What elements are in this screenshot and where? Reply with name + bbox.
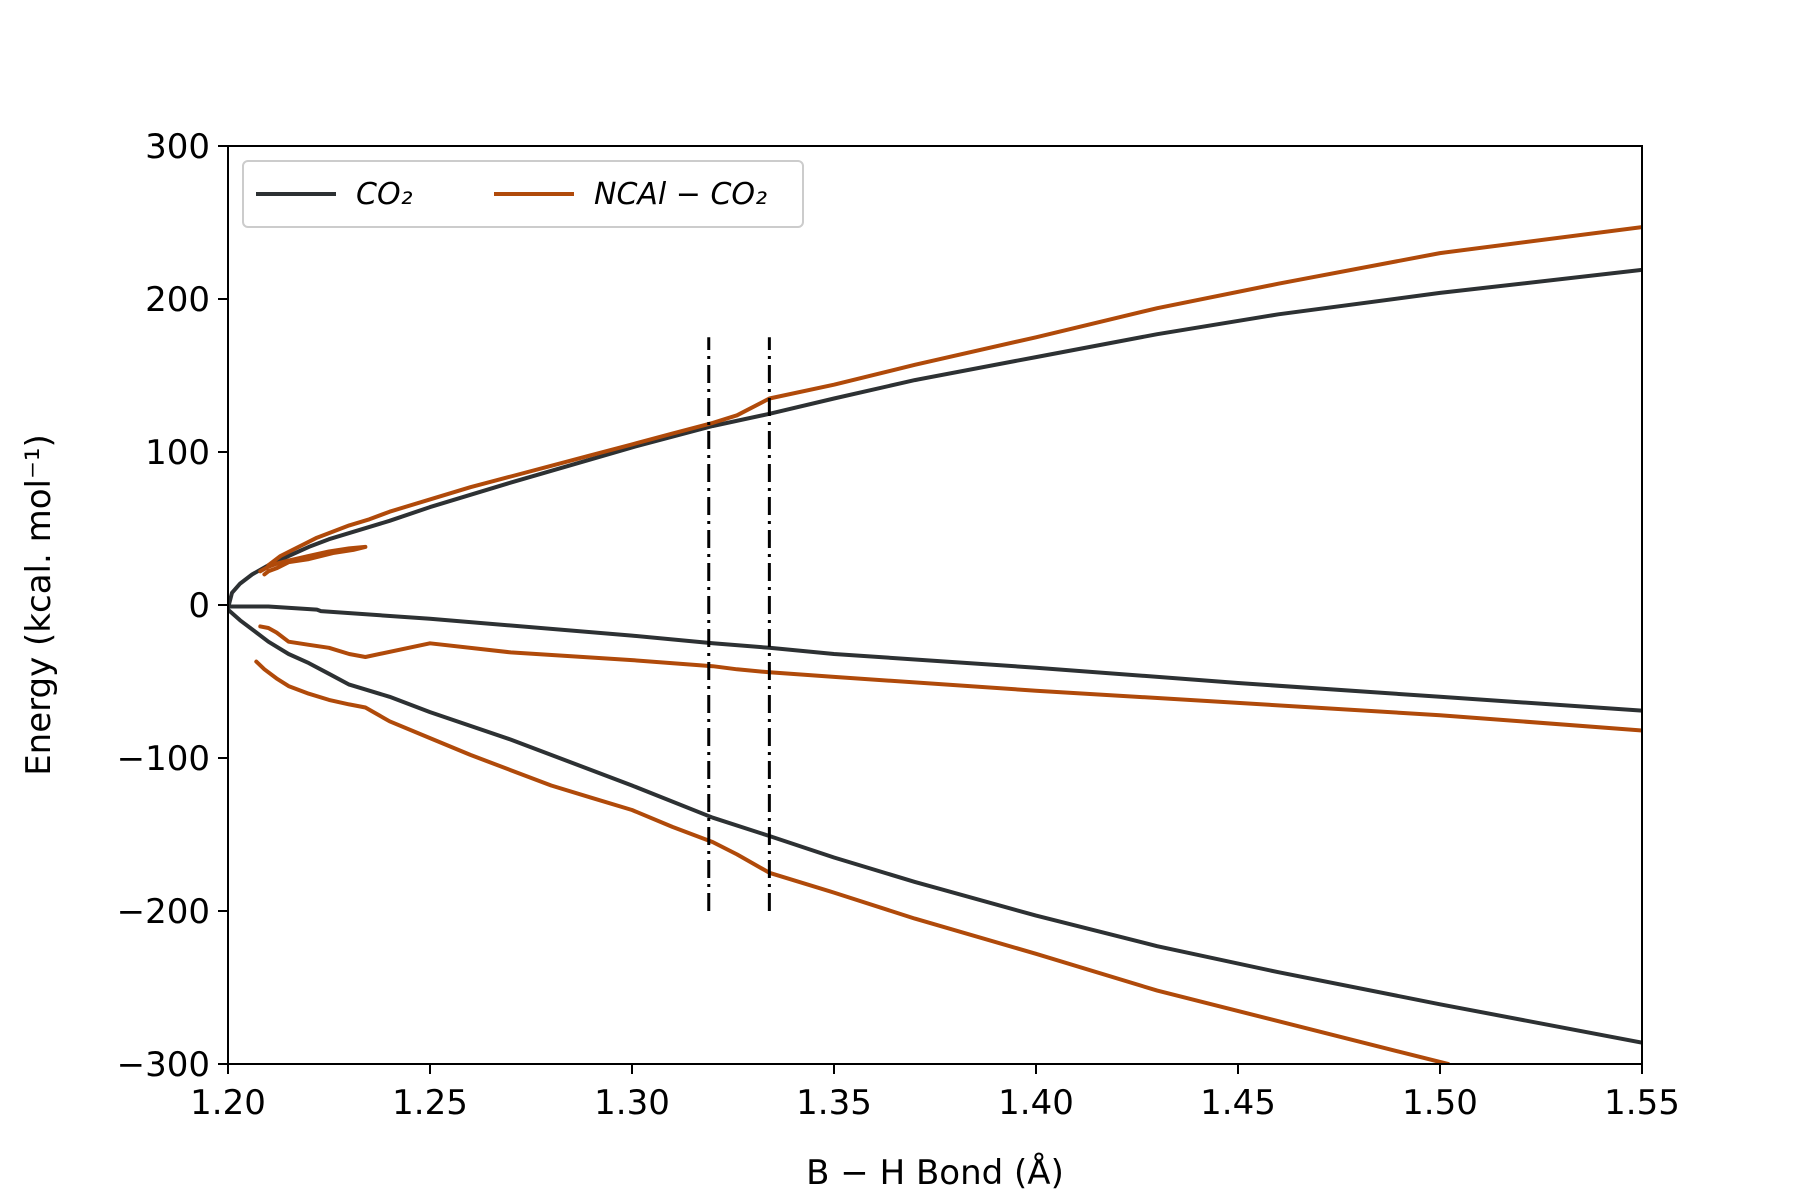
x-axis: 1.20 1.25 1.30 1.35 1.40 1.45 1.50 1.55 [190,1064,1680,1123]
series-line-ncal-branch-1 [258,544,368,577]
legend: CO₂ NCAl − CO₂ [242,160,804,228]
series-line-ncal-branch-3 [258,624,1642,733]
y-tick-label: 200 [145,280,210,320]
y-tick-label: 100 [145,433,210,473]
legend-label-ncal-co2: NCAl − CO₂ [594,177,767,212]
y-tick-label: 0 [188,586,210,626]
series-layer [228,225,1642,1064]
y-axis: 300 200 100 0 −100 −200 −300 [117,127,228,1085]
series-line-ncal-branch-2 [266,225,1642,568]
y-tick-label: 300 [145,127,210,167]
series-line-ncal-branch-4 [254,659,1451,1064]
x-axis-label: B − H Bond (Å) [806,1152,1064,1193]
x-tick-label: 1.55 [1604,1083,1680,1123]
x-tick-label: 1.50 [1402,1083,1478,1123]
series-line-co2-branch-3 [228,607,1642,1045]
x-tick-label: 1.45 [1200,1083,1276,1123]
reference-layer [707,337,771,911]
series-line-co2-branch-1 [228,267,1642,611]
y-tick-label: −100 [117,739,210,779]
legend-label-co2: CO₂ [356,177,413,212]
x-tick-label: 1.25 [392,1083,468,1123]
x-tick-label: 1.35 [796,1083,872,1123]
y-axis-label: Energy (kcal. mol⁻¹) [19,434,59,776]
y-tick-label: −300 [117,1045,210,1085]
series-line-co2-branch-2 [228,604,1642,713]
x-tick-label: 1.30 [594,1083,670,1123]
x-tick-label: 1.20 [190,1083,266,1123]
y-tick-label: −200 [117,892,210,932]
x-tick-label: 1.40 [998,1083,1074,1123]
